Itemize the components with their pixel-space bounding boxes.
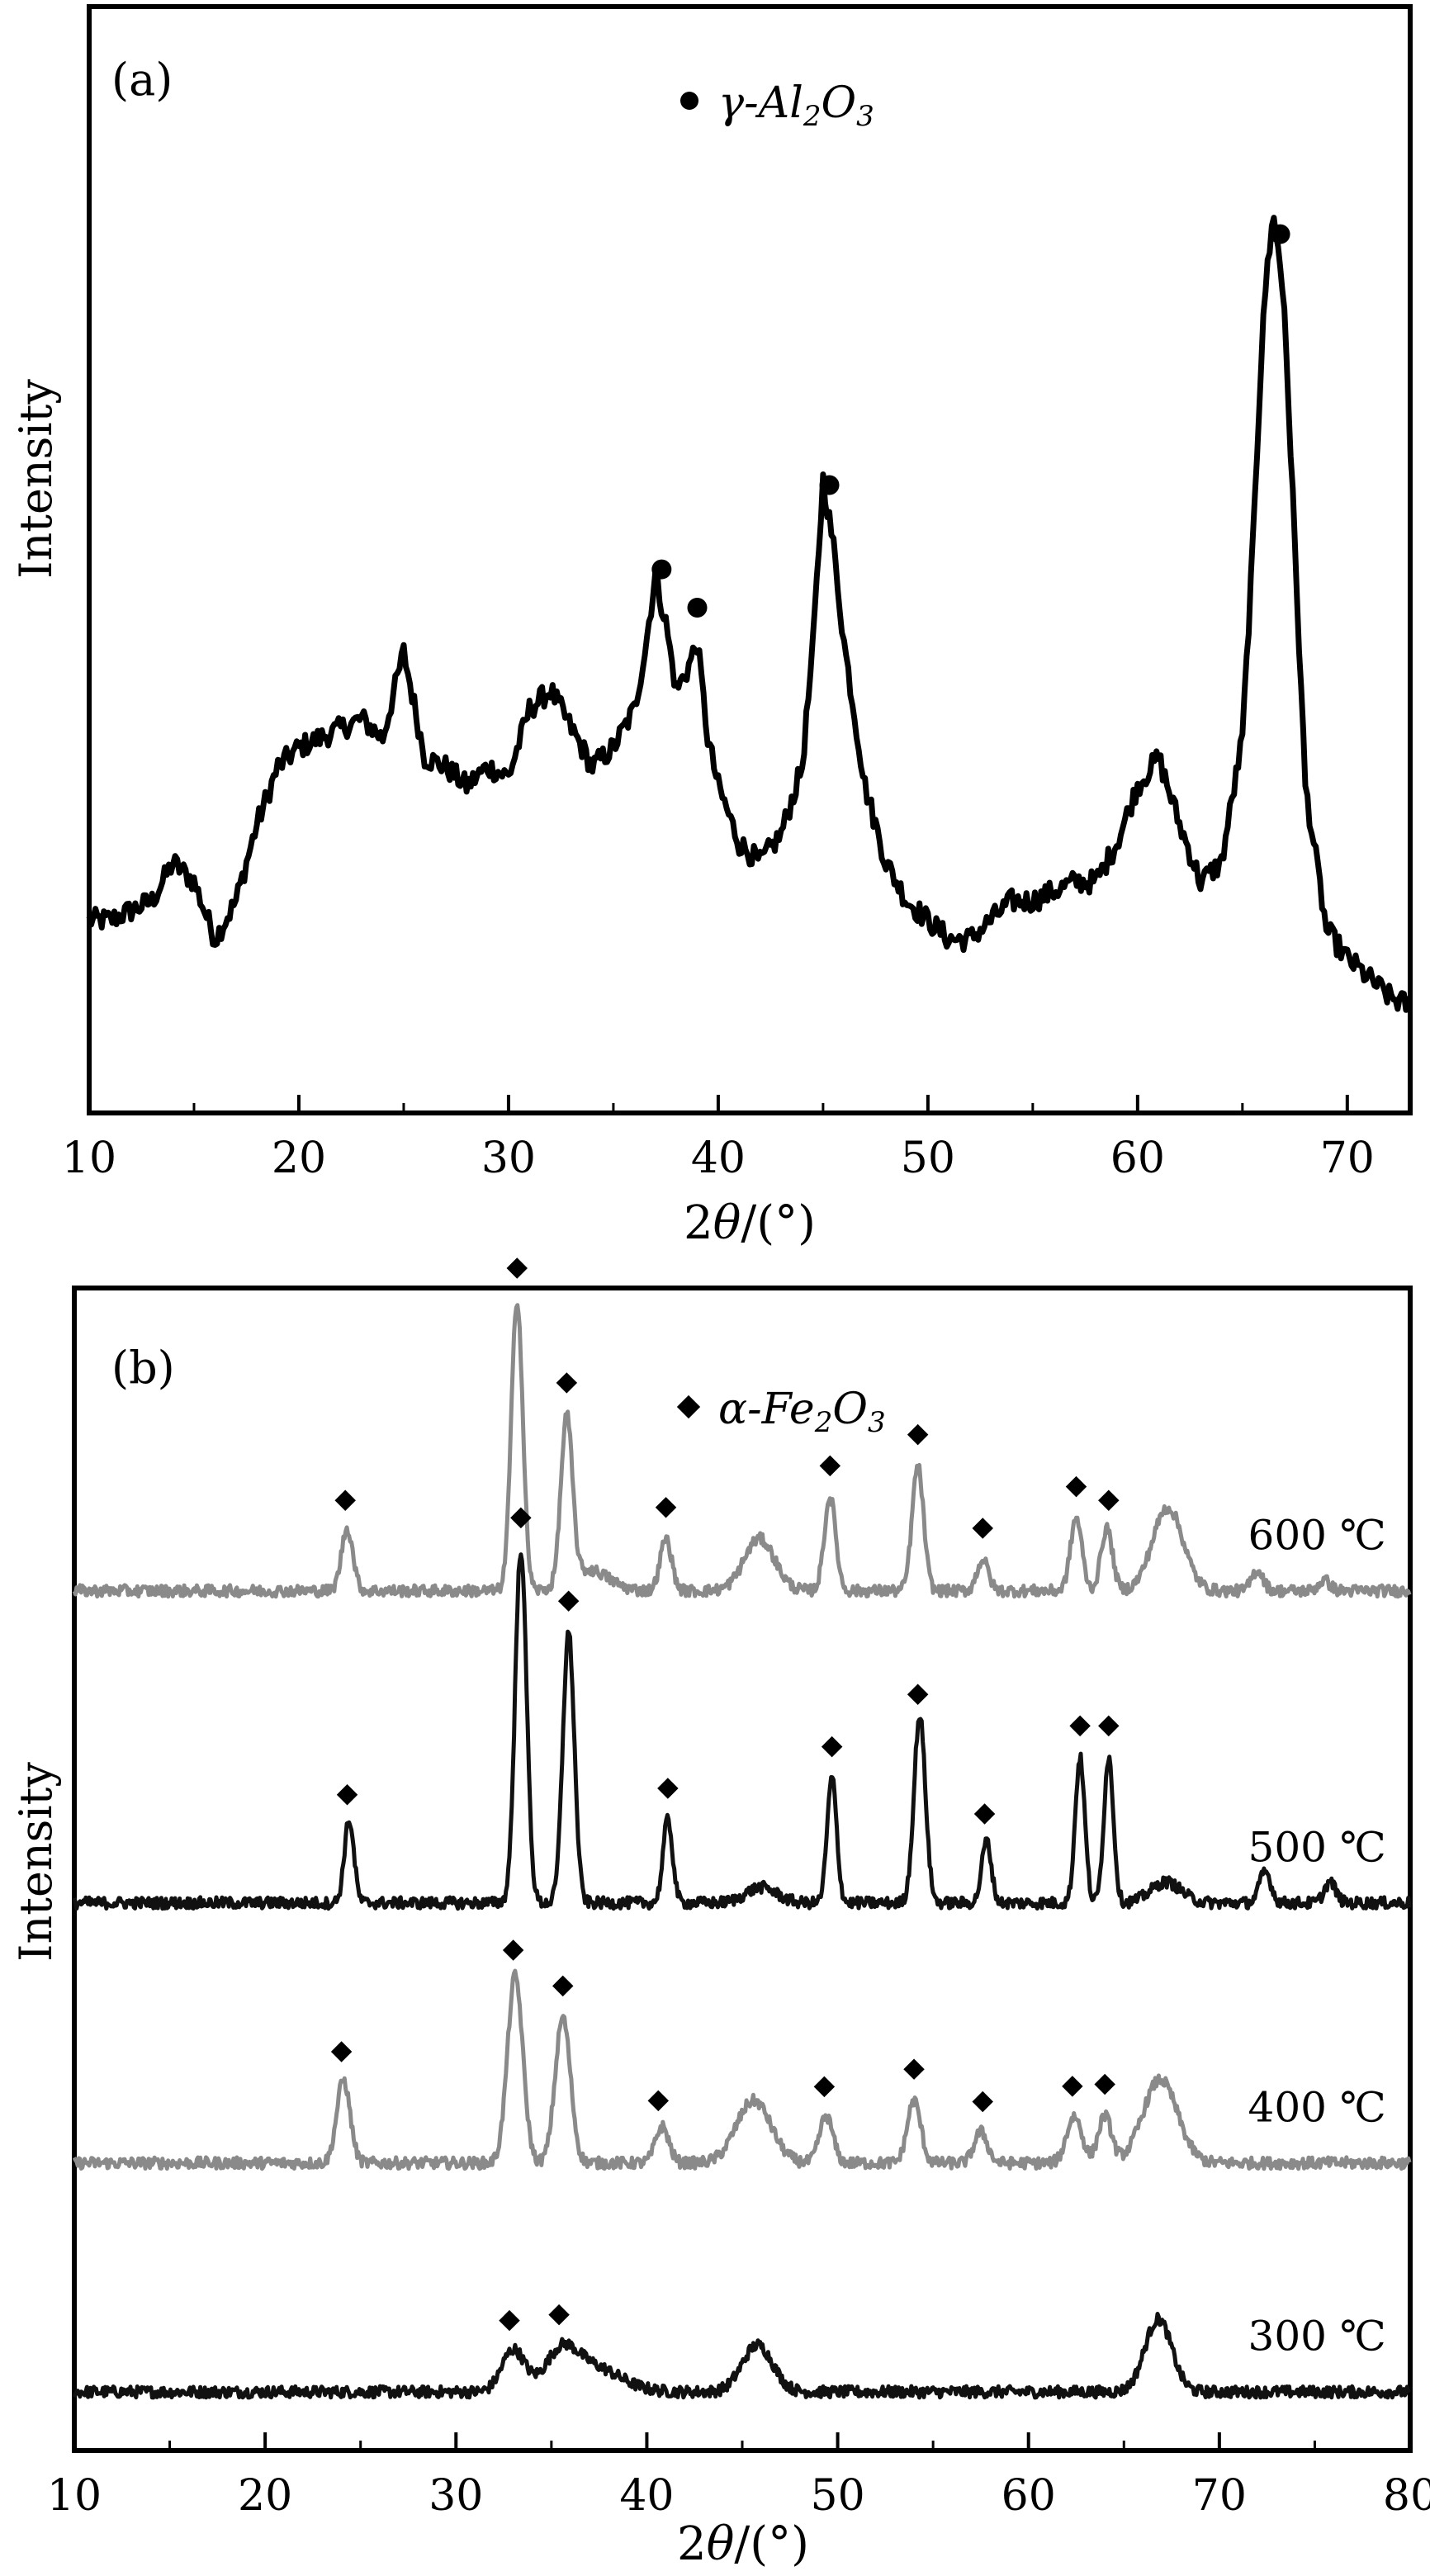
panel-a-ylabel: Intensity bbox=[10, 379, 62, 579]
panel-b-curve-0 bbox=[72, 2312, 1412, 2400]
panel-b-series-label: 300 ℃ bbox=[1248, 2313, 1386, 2361]
panel-a-tick-label: 70 bbox=[1320, 1134, 1375, 1183]
panel-b-peak-marker bbox=[499, 2309, 520, 2332]
panel-a-peak-marker bbox=[687, 598, 708, 618]
legend-b-sub2: 3 bbox=[868, 1406, 886, 1439]
legend-a-sub2: 3 bbox=[856, 100, 874, 133]
panel-a-label: (a) bbox=[111, 54, 173, 106]
panel-b-peak-marker bbox=[1094, 2073, 1115, 2095]
xlabel-a-prefix: 2 bbox=[684, 1196, 713, 1250]
legend-a-mid: O bbox=[821, 78, 856, 128]
panel-a-tick-label: 30 bbox=[481, 1134, 536, 1183]
panel-b-tick-label: 30 bbox=[429, 2471, 483, 2521]
panel-a-curve bbox=[86, 215, 1413, 1013]
panel-b-peak-marker bbox=[813, 2076, 836, 2098]
panel-b-peak-marker bbox=[336, 1784, 358, 1806]
panel-b-tick-label: 10 bbox=[47, 2471, 102, 2521]
panel-b-frame bbox=[72, 1286, 1413, 2453]
panel-b-peak-marker bbox=[548, 2304, 570, 2326]
panel-b-tick-label: 50 bbox=[810, 2471, 864, 2521]
panel-b-peak-marker bbox=[1062, 2076, 1083, 2097]
panel-b-series-label: 500 ℃ bbox=[1248, 1823, 1386, 1871]
panel-a-tick-label: 60 bbox=[1110, 1134, 1165, 1183]
panel-a-tick-label: 40 bbox=[691, 1134, 746, 1183]
panel-b-peak-marker bbox=[973, 1803, 996, 1825]
panel-a-tick-label: 20 bbox=[272, 1134, 326, 1183]
panel-b-peak-marker bbox=[821, 1735, 843, 1758]
panel-a-legend: γ-Al2O3 bbox=[680, 78, 874, 133]
panel-b-peak-marker bbox=[655, 1497, 677, 1518]
panel-a-peak-marker bbox=[819, 475, 840, 495]
panel-b-legend-text: α-Fe2O3 bbox=[718, 1385, 886, 1439]
panel-b-peak-marker bbox=[330, 2041, 353, 2062]
panel-b-curve-2 bbox=[72, 1552, 1412, 1911]
panel-b-series-labels: 300 ℃ 400 ℃ 500 ℃ 600 ℃ bbox=[1248, 1511, 1386, 2360]
panel-a: (a) γ-Al2O3 10 20 30 40 50 60 70 Intensity 2θ/… bbox=[10, 4, 1413, 1250]
panel-b-curve-1 bbox=[72, 1968, 1412, 2171]
xlabel-a-theta: θ bbox=[713, 1196, 741, 1250]
panel-a-peak-marker bbox=[651, 559, 672, 580]
panel-b-peak-marker bbox=[657, 1778, 679, 1799]
legend-b-sub1: 2 bbox=[814, 1406, 833, 1439]
panel-b-series-label: 400 ℃ bbox=[1248, 2083, 1386, 2131]
panel-b-tick-label: 70 bbox=[1192, 2471, 1247, 2521]
panel-b-xlabel: 2θ/(°) bbox=[677, 2517, 809, 2571]
legend-b-mid: O bbox=[832, 1385, 868, 1434]
panel-b-legend-marker bbox=[676, 1395, 701, 1419]
panel-b-peak-marker bbox=[907, 1683, 929, 1705]
panel-b-peak-marker bbox=[334, 1489, 356, 1512]
panel-b-tick-label: 20 bbox=[238, 2471, 292, 2521]
panel-a-tick-label: 50 bbox=[901, 1134, 955, 1183]
panel-a-x-ticks: 10 20 30 40 50 60 70 bbox=[62, 1095, 1375, 1183]
panel-b-peak-marker bbox=[1069, 1715, 1091, 1737]
panel-b-peak-marker bbox=[647, 2090, 670, 2112]
panel-b-peak-marker bbox=[506, 1257, 528, 1279]
panel-b-peak-marker bbox=[557, 1590, 580, 1612]
panel-b-tick-label: 60 bbox=[1001, 2471, 1056, 2521]
panel-b-legend: α-Fe2O3 bbox=[676, 1385, 886, 1439]
panel-b-tick-label: 80 bbox=[1383, 2471, 1430, 2521]
panel-b-series-label: 600 ℃ bbox=[1248, 1511, 1386, 1559]
panel-b-curves bbox=[72, 1303, 1412, 2400]
panel-a-frame bbox=[87, 4, 1413, 1115]
panel-b-peak-marker bbox=[502, 1939, 524, 1961]
panel-a-xlabel: 2θ/(°) bbox=[684, 1196, 816, 1250]
panel-a-legend-marker bbox=[680, 92, 698, 110]
panel-b-peak-marker bbox=[819, 1455, 841, 1477]
panel-b-curve-3 bbox=[72, 1303, 1412, 1599]
panel-b-peak-marker bbox=[972, 2091, 993, 2113]
xlabel-b-theta: θ bbox=[707, 2517, 735, 2571]
legend-b-prefix: α-Fe bbox=[718, 1385, 815, 1434]
panel-b-peak-marker bbox=[1098, 1489, 1120, 1511]
panel-a-legend-text: γ-Al2O3 bbox=[718, 78, 874, 133]
panel-a-tick-label: 10 bbox=[62, 1134, 116, 1183]
panel-b-peak-marker bbox=[552, 1975, 574, 1997]
panel-b-peak-marker bbox=[972, 1518, 993, 1539]
legend-a-sub1: 2 bbox=[803, 100, 822, 133]
xlabel-b-prefix: 2 bbox=[677, 2517, 707, 2571]
xlabel-b-suffix: /(°) bbox=[734, 2517, 809, 2571]
panel-b-peak-marker bbox=[556, 1372, 578, 1394]
panel-b-label: (b) bbox=[111, 1342, 175, 1394]
panel-b-peak-marker bbox=[1065, 1475, 1087, 1498]
legend-a-prefix: γ-Al bbox=[718, 78, 803, 128]
xlabel-a-suffix: /(°) bbox=[741, 1196, 816, 1250]
panel-b-peak-marker bbox=[1098, 1715, 1120, 1737]
panel-a-peak-marker bbox=[1270, 224, 1290, 244]
panel-b-peak-marker bbox=[907, 1423, 929, 1446]
panel-a-peak-markers bbox=[651, 224, 1290, 618]
panel-b-tick-label: 40 bbox=[619, 2471, 674, 2521]
panel-b-peak-marker bbox=[903, 2058, 925, 2080]
panel-b-x-ticks: 10 20 30 40 50 60 70 80 bbox=[47, 2432, 1430, 2521]
panel-b-ylabel: Intensity bbox=[10, 1762, 62, 1962]
